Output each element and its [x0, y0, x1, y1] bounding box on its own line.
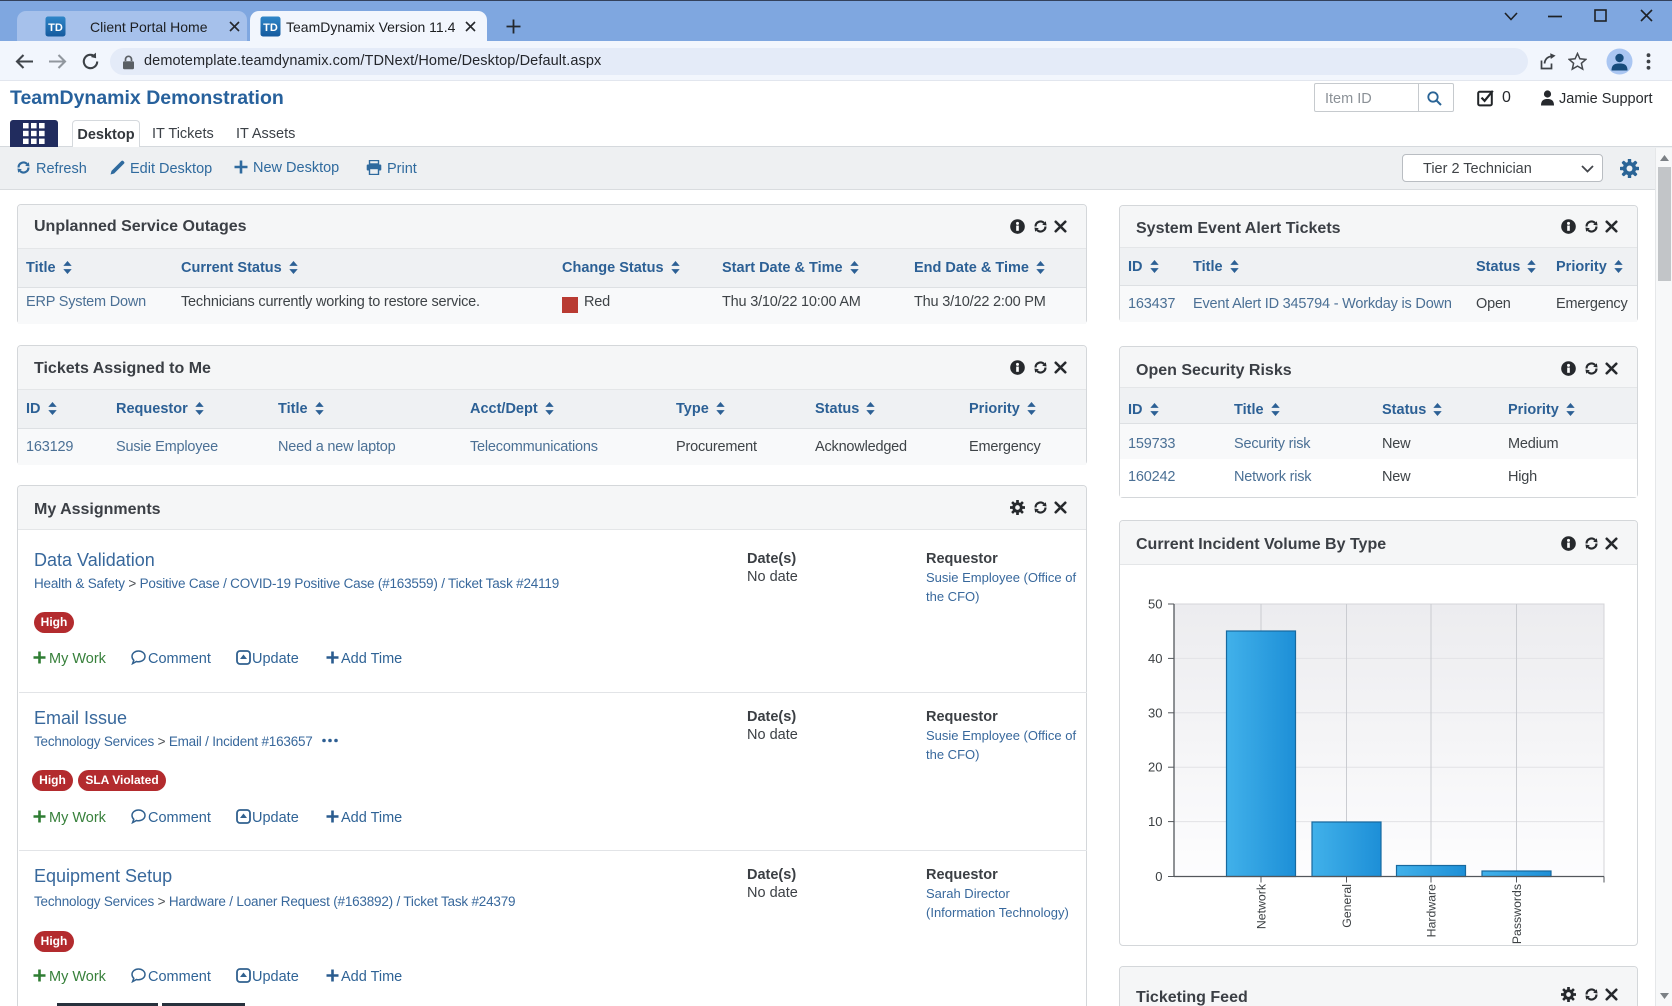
- svg-text:TD: TD: [263, 22, 278, 34]
- svg-text:40: 40: [1148, 651, 1162, 666]
- svg-text:20: 20: [1148, 760, 1162, 775]
- svg-text:50: 50: [1148, 597, 1162, 612]
- svg-text:10: 10: [1148, 814, 1162, 829]
- svg-text:Hardware: Hardware: [1425, 884, 1439, 937]
- svg-text:Network: Network: [1255, 883, 1269, 929]
- svg-text:Passwords: Passwords: [1510, 884, 1524, 944]
- svg-text:0: 0: [1155, 869, 1162, 884]
- svg-text:General: General: [1340, 884, 1354, 928]
- svg-text:30: 30: [1148, 705, 1162, 720]
- svg-text:TD: TD: [48, 22, 63, 34]
